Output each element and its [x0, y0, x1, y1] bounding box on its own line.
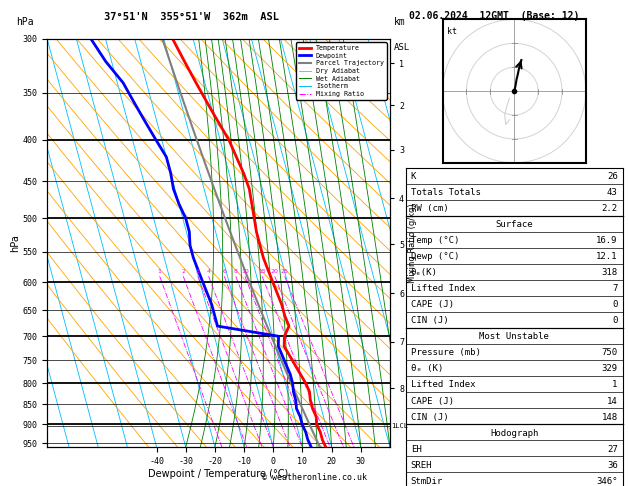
Text: CIN (J): CIN (J)	[411, 413, 448, 421]
Text: 0: 0	[612, 300, 618, 309]
Text: © weatheronline.co.uk: © weatheronline.co.uk	[262, 473, 367, 482]
Text: 10: 10	[241, 269, 249, 274]
Text: Hodograph: Hodograph	[490, 429, 538, 437]
Text: PW (cm): PW (cm)	[411, 204, 448, 213]
Y-axis label: hPa: hPa	[9, 234, 19, 252]
Text: CAPE (J): CAPE (J)	[411, 300, 454, 309]
Text: Surface: Surface	[496, 220, 533, 229]
Text: 15: 15	[259, 269, 266, 274]
Text: 20: 20	[270, 269, 279, 274]
Text: Pressure (mb): Pressure (mb)	[411, 348, 481, 357]
Text: Lifted Index: Lifted Index	[411, 284, 476, 293]
Text: kt: kt	[447, 27, 457, 35]
Text: CAPE (J): CAPE (J)	[411, 397, 454, 405]
Text: 1LCL: 1LCL	[391, 423, 408, 430]
Text: 27: 27	[607, 445, 618, 453]
Text: hPa: hPa	[16, 17, 34, 27]
Text: 148: 148	[601, 413, 618, 421]
Text: 346°: 346°	[596, 477, 618, 486]
Text: 4: 4	[206, 269, 211, 274]
Text: 329: 329	[601, 364, 618, 373]
Text: 2.2: 2.2	[601, 204, 618, 213]
Text: 6: 6	[222, 269, 226, 274]
Text: 25: 25	[281, 269, 289, 274]
Text: 12.1: 12.1	[596, 252, 618, 261]
Text: Dewp (°C): Dewp (°C)	[411, 252, 459, 261]
Text: θₑ (K): θₑ (K)	[411, 364, 443, 373]
Text: Totals Totals: Totals Totals	[411, 188, 481, 197]
Y-axis label: Mixing Ratio (g/kg): Mixing Ratio (g/kg)	[408, 203, 417, 283]
Text: ASL: ASL	[393, 43, 409, 52]
Text: 1: 1	[158, 269, 162, 274]
Text: 14: 14	[607, 397, 618, 405]
Text: km: km	[393, 17, 405, 27]
Text: 02.06.2024  12GMT  (Base: 12): 02.06.2024 12GMT (Base: 12)	[409, 11, 579, 21]
Text: 3: 3	[196, 269, 200, 274]
Text: 750: 750	[601, 348, 618, 357]
Text: 37°51'N  355°51'W  362m  ASL: 37°51'N 355°51'W 362m ASL	[104, 12, 279, 22]
Text: 318: 318	[601, 268, 618, 277]
Text: 2: 2	[181, 269, 186, 274]
Legend: Temperature, Dewpoint, Parcel Trajectory, Dry Adiabat, Wet Adiabat, Isotherm, Mi: Temperature, Dewpoint, Parcel Trajectory…	[296, 42, 387, 100]
Text: CIN (J): CIN (J)	[411, 316, 448, 325]
Text: SREH: SREH	[411, 461, 432, 469]
Text: 26: 26	[607, 172, 618, 181]
Text: 16.9: 16.9	[596, 236, 618, 245]
Text: 7: 7	[612, 284, 618, 293]
Text: 8: 8	[234, 269, 238, 274]
X-axis label: Dewpoint / Temperature (°C): Dewpoint / Temperature (°C)	[148, 469, 289, 479]
Text: 36: 36	[607, 461, 618, 469]
Text: Most Unstable: Most Unstable	[479, 332, 549, 341]
Text: Temp (°C): Temp (°C)	[411, 236, 459, 245]
Text: θₑ(K): θₑ(K)	[411, 268, 438, 277]
Text: K: K	[411, 172, 416, 181]
Text: StmDir: StmDir	[411, 477, 443, 486]
Text: 0: 0	[612, 316, 618, 325]
Text: EH: EH	[411, 445, 421, 453]
Text: 43: 43	[607, 188, 618, 197]
Text: 1: 1	[612, 381, 618, 389]
Text: Lifted Index: Lifted Index	[411, 381, 476, 389]
